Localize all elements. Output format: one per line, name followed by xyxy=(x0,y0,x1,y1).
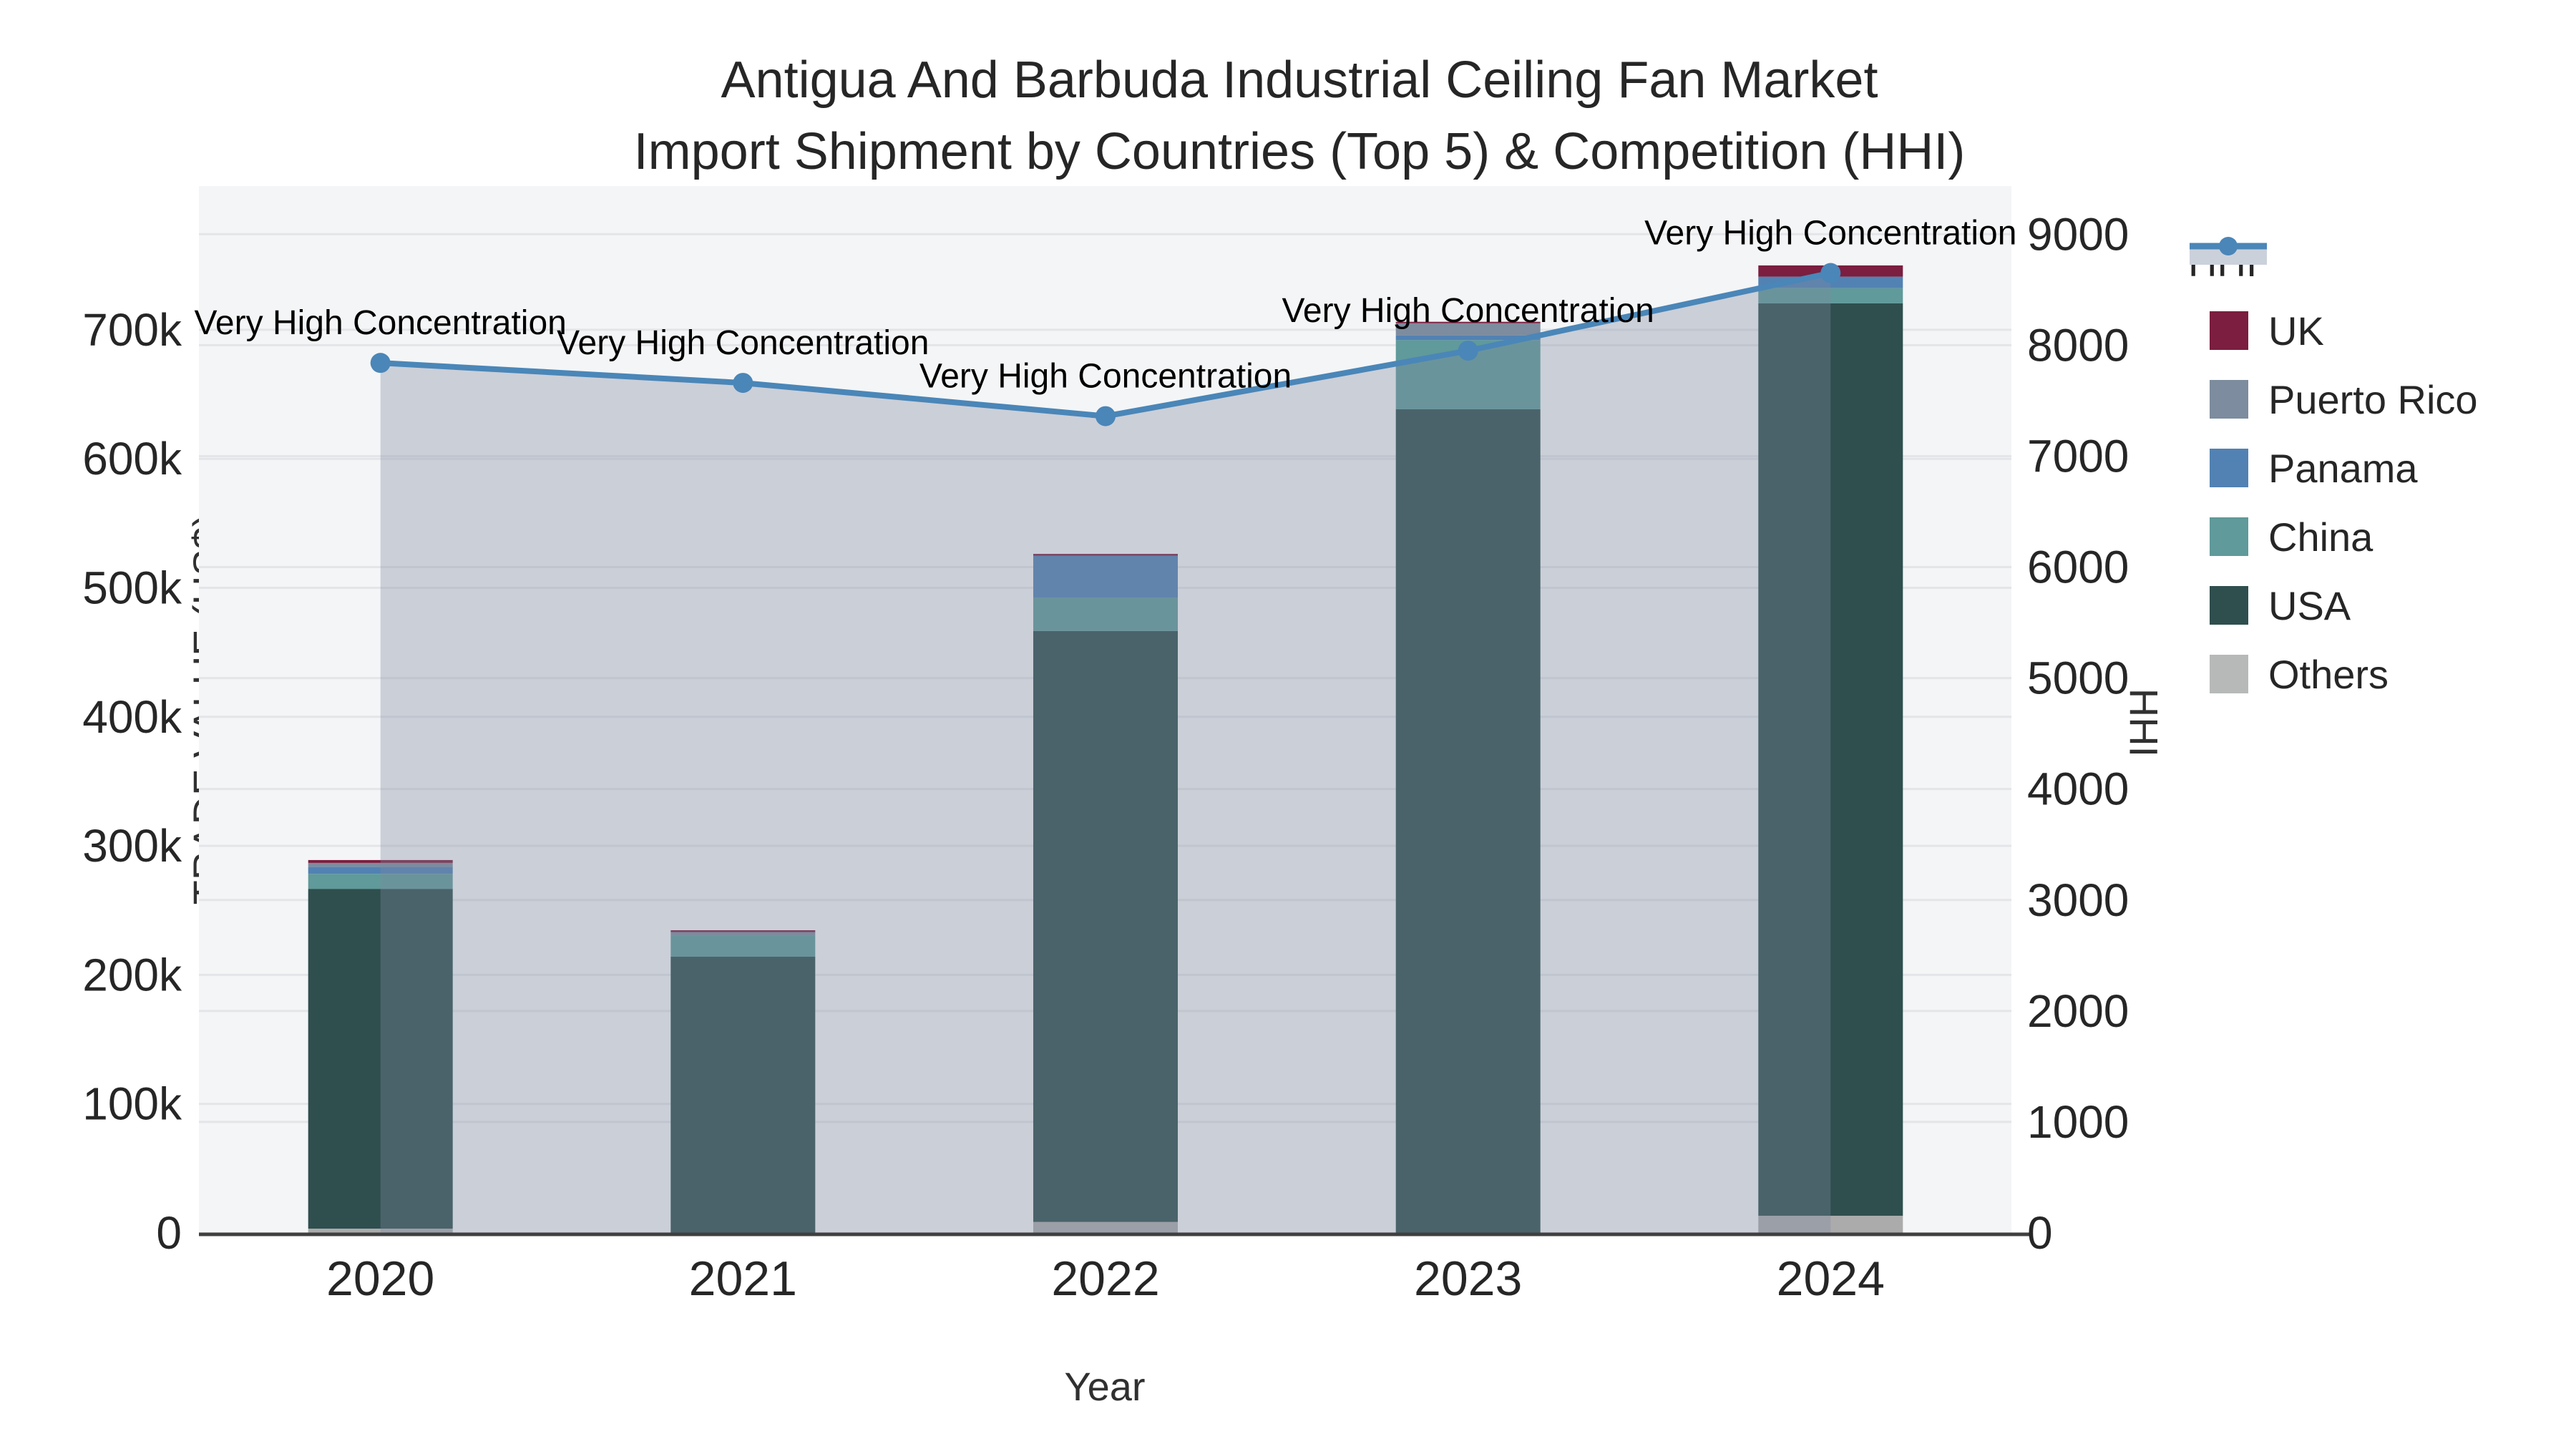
hhi-area-fill xyxy=(380,273,1831,1234)
y-right-tick-label: 4000 xyxy=(2027,763,2129,815)
bar-others-2022[interactable] xyxy=(1033,1221,1178,1233)
usa-swatch-icon xyxy=(2210,586,2248,625)
bar-uk-2021[interactable] xyxy=(670,930,816,932)
x-tick-label-2022: 2022 xyxy=(1051,1252,1159,1306)
annotation-2023: Very High Concentration xyxy=(1282,292,1654,330)
bar-usa-2024[interactable] xyxy=(1758,303,1903,1216)
bar-puerto-rico-2021[interactable] xyxy=(670,932,816,936)
bar-china-2022[interactable] xyxy=(1033,597,1178,631)
y-right-tick-label: 2000 xyxy=(2027,985,2129,1037)
x-tick-label-2023: 2023 xyxy=(1414,1252,1522,1306)
bar-uk-2023[interactable] xyxy=(1395,321,1541,323)
hhi-line-sample-icon xyxy=(2190,237,2267,265)
uk-swatch-icon xyxy=(2210,311,2248,350)
y-right-tick-label: 9000 xyxy=(2027,208,2129,260)
hhi-marker-2022[interactable] xyxy=(1096,406,1116,426)
y-left-tick-label: 300k xyxy=(82,820,182,872)
annotation-2020: Very High Concentration xyxy=(195,304,567,342)
chart-title-line2: Import Shipment by Countries (Top 5) & C… xyxy=(633,123,1966,180)
bar-china-2020[interactable] xyxy=(308,874,453,889)
hhi-marker-2021[interactable] xyxy=(733,373,753,394)
hhi-marker-2024[interactable] xyxy=(1820,263,1841,283)
legend-item-hhi[interactable]: HHI xyxy=(2188,228,2478,296)
legend-label: USA xyxy=(2268,582,2351,628)
legend-item-uk[interactable]: UK xyxy=(2188,296,2478,365)
y-left-tick-label: 100k xyxy=(82,1078,182,1130)
hhi-marker-2023[interactable] xyxy=(1458,341,1478,361)
chart-title-line1: Antigua And Barbuda Industrial Ceiling F… xyxy=(721,52,1878,109)
x-tick-label-2024: 2024 xyxy=(1777,1252,1885,1306)
bar-others-2020[interactable] xyxy=(308,1229,453,1233)
y-right-tick-label: 1000 xyxy=(2027,1096,2129,1148)
bar-china-2024[interactable] xyxy=(1758,288,1903,303)
legend-item-puerto-rico[interactable]: Puerto Rico xyxy=(2188,365,2478,434)
y-left-tick-label: 400k xyxy=(82,691,182,743)
legend-item-others[interactable]: Others xyxy=(2188,640,2478,708)
annotation-2022: Very High Concentration xyxy=(919,358,1292,396)
y-right-tick-label: 6000 xyxy=(2027,542,2129,593)
y-left-tick-label: 500k xyxy=(82,562,182,614)
legend-label: UK xyxy=(2268,308,2324,353)
legend-label: Puerto Rico xyxy=(2268,376,2478,422)
bar-usa-2022[interactable] xyxy=(1033,630,1178,1222)
y-left-tick-label: 200k xyxy=(82,949,182,1000)
x-tick-label-2020: 2020 xyxy=(326,1252,434,1306)
y-right-tick-label: 5000 xyxy=(2027,653,2129,704)
legend-item-usa[interactable]: USA xyxy=(2188,571,2478,640)
bar-uk-2022[interactable] xyxy=(1033,554,1178,556)
bar-others-2024[interactable] xyxy=(1758,1216,1903,1233)
bar-panama-2020[interactable] xyxy=(308,867,453,874)
bar-panama-2022[interactable] xyxy=(1033,555,1178,598)
y-right-tick-label: 7000 xyxy=(2027,430,2129,482)
y-right-tick-label: 8000 xyxy=(2027,319,2129,371)
x-tick-label-2021: 2021 xyxy=(689,1252,797,1306)
china-swatch-icon xyxy=(2210,517,2248,556)
y-left-tick-label: 0 xyxy=(156,1207,182,1259)
bar-china-2021[interactable] xyxy=(670,935,816,957)
panama-swatch-icon xyxy=(2210,449,2248,487)
y-right-tick-label: 0 xyxy=(2027,1207,2053,1259)
legend-item-panama[interactable]: Panama xyxy=(2188,434,2478,502)
bar-usa-2020[interactable] xyxy=(308,889,453,1229)
bar-puerto-rico-2020[interactable] xyxy=(308,862,453,867)
x-axis-title: Year xyxy=(1064,1364,1146,1409)
y-right-tick-label: 3000 xyxy=(2027,874,2129,926)
bar-panama-2023[interactable] xyxy=(1395,335,1541,341)
bar-usa-2021[interactable] xyxy=(670,956,816,1233)
legend-label: Others xyxy=(2268,651,2389,697)
y-left-tick-label: 600k xyxy=(82,433,182,484)
legend: HHI UK Puerto Rico Panama China USA Othe… xyxy=(2188,228,2478,708)
others-swatch-icon xyxy=(2210,655,2248,693)
puerto-rico-swatch-icon xyxy=(2210,380,2248,419)
bar-uk-2020[interactable] xyxy=(308,859,453,863)
bar-puerto-rico-2023[interactable] xyxy=(1395,323,1541,336)
hhi-marker-2020[interactable] xyxy=(370,353,391,374)
y-left-tick-label: 700k xyxy=(82,304,182,356)
chart-title: Antigua And Barbuda Industrial Ceiling F… xyxy=(512,44,2087,187)
legend-item-china[interactable]: China xyxy=(2188,502,2478,571)
annotation-2024: Very High Concentration xyxy=(1644,215,2016,253)
legend-label: China xyxy=(2268,514,2373,560)
bar-usa-2023[interactable] xyxy=(1395,409,1541,1233)
legend-label: Panama xyxy=(2268,445,2418,491)
annotation-2021: Very High Concentration xyxy=(557,324,929,362)
